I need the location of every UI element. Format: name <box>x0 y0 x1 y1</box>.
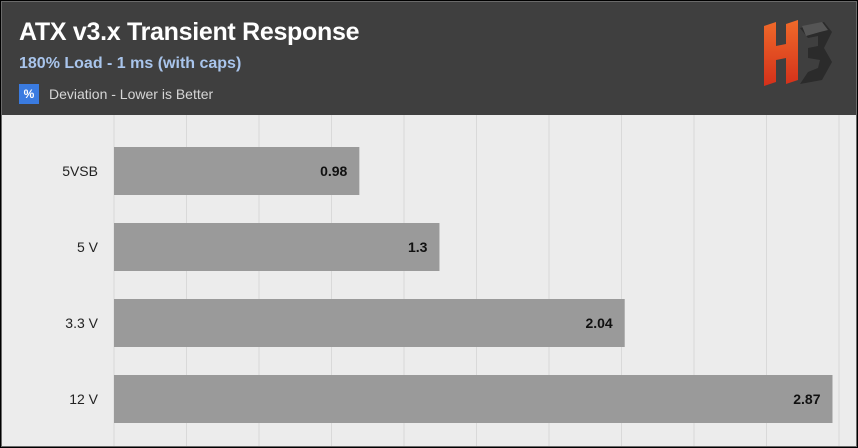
value-label: 2.87 <box>793 391 820 407</box>
percent-icon: % <box>19 84 39 104</box>
category-label: 5VSB <box>62 163 98 179</box>
chart-area: 5VSB 0.98 5 V 1.3 3.3 V 2.04 12 V 2.87 <box>2 115 856 446</box>
chart-header: ATX v3.x Transient Response 180% Load - … <box>2 2 856 115</box>
chart-title: ATX v3.x Transient Response <box>19 18 359 47</box>
value-label: 2.04 <box>585 315 612 331</box>
category-label: 12 V <box>69 391 98 407</box>
legend: % Deviation - Lower is Better <box>19 84 213 104</box>
bar-12-v <box>114 375 832 423</box>
bar-chart: 5VSB 0.98 5 V 1.3 3.3 V 2.04 12 V 2.87 <box>2 115 856 446</box>
bar-3-3-v <box>114 299 625 347</box>
value-label: 0.98 <box>320 163 347 179</box>
value-label: 1.3 <box>408 239 428 255</box>
chart-subtitle: 180% Load - 1 ms (with caps) <box>19 55 241 73</box>
hb-logo-icon <box>762 18 834 88</box>
bar-5-v <box>114 223 439 271</box>
category-label: 3.3 V <box>65 315 98 331</box>
legend-label: Deviation - Lower is Better <box>49 86 213 102</box>
category-label: 5 V <box>77 239 99 255</box>
